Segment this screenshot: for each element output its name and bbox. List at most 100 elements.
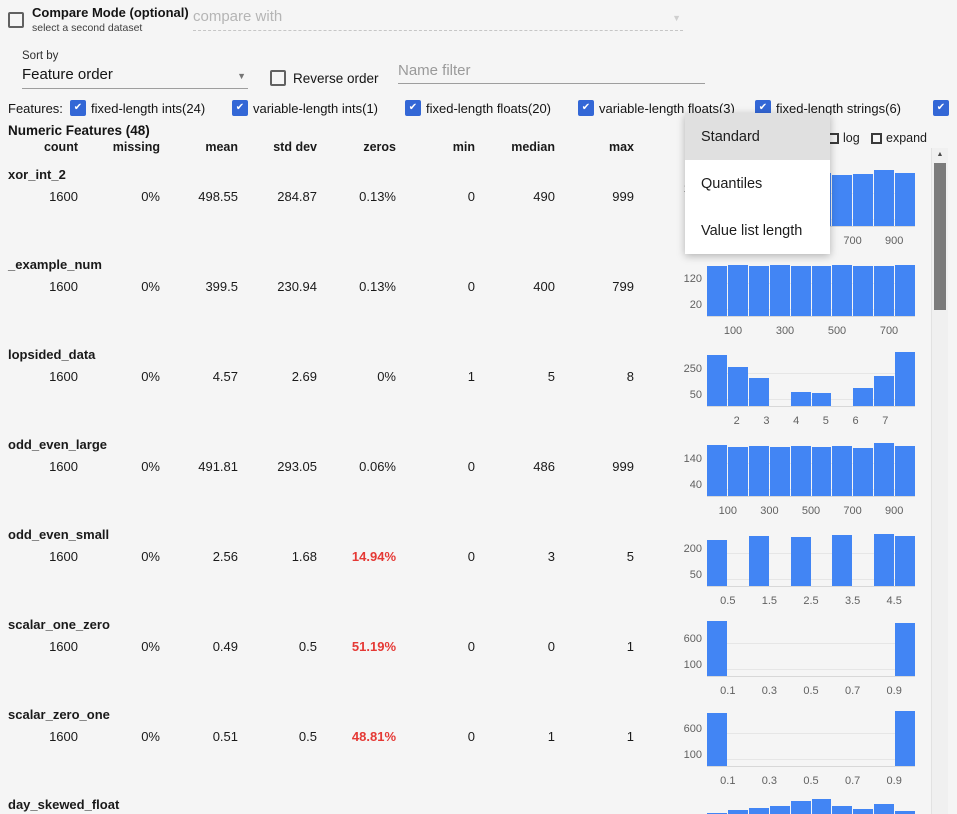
x-tick-label: 7 xyxy=(882,415,889,427)
histogram-bar xyxy=(748,807,769,814)
x-tick-label: 3.5 xyxy=(844,595,861,607)
sort-order-value: Feature order xyxy=(22,66,113,83)
y-tick-label: 600 xyxy=(683,633,702,645)
histogram-bar xyxy=(727,367,748,406)
compare-mode-checkbox[interactable] xyxy=(8,12,24,28)
stat-missing: 0% xyxy=(141,549,160,564)
stat-median: 490 xyxy=(533,189,555,204)
stat-max: 999 xyxy=(612,459,634,474)
stat-stddev: 230.94 xyxy=(277,279,317,294)
feature-row: day_skewed_float 160 xyxy=(0,794,957,814)
feature-name: odd_even_small xyxy=(8,527,110,542)
histogram-bar xyxy=(727,446,748,496)
histogram-bar xyxy=(874,169,895,226)
x-tick-label: 6 xyxy=(852,415,859,427)
feature-type-label: fixed-length strings(6) xyxy=(776,101,901,116)
stat-count: 1600 xyxy=(49,549,78,564)
histogram-bar xyxy=(727,264,748,316)
histogram-bar xyxy=(790,801,811,814)
compare-with-select[interactable]: compare with ▼ xyxy=(193,8,683,31)
feature-type-checkbox[interactable] xyxy=(405,100,421,116)
y-tick-label: 200 xyxy=(683,543,702,555)
x-tick-label: 100 xyxy=(718,505,737,517)
scrollbar[interactable]: ▲ xyxy=(931,148,948,814)
histogram-bar xyxy=(769,805,790,814)
menu-item-value-list-length[interactable]: Value list length xyxy=(701,222,803,239)
sort-order-select[interactable]: Feature order ▼ xyxy=(22,66,248,89)
stat-mean: 0.49 xyxy=(212,639,238,654)
stat-min: 0 xyxy=(467,729,475,744)
name-filter-input[interactable] xyxy=(398,62,705,84)
stat-stddev: 293.05 xyxy=(277,459,317,474)
histogram-bars xyxy=(707,618,916,676)
x-tick-label: 700 xyxy=(843,505,862,517)
x-tick-label: 5 xyxy=(822,415,829,427)
reverse-order-checkbox[interactable] xyxy=(270,70,286,86)
stat-stddev: 284.87 xyxy=(277,189,317,204)
histogram-plot xyxy=(707,258,916,317)
x-ticks: 100 300 500 700 xyxy=(707,325,915,338)
feature-type-label: fixed-length floats(20) xyxy=(426,101,552,116)
x-tick-label: 100 xyxy=(723,325,743,337)
stat-missing: 0% xyxy=(141,279,160,294)
feature-type-checkbox[interactable] xyxy=(578,100,594,116)
scroll-up-icon[interactable]: ▲ xyxy=(936,151,944,158)
x-tick-label: 0.3 xyxy=(761,775,778,787)
feature-type-checkbox[interactable] xyxy=(232,100,248,116)
menu-item-quantiles[interactable]: Quantiles xyxy=(701,175,763,192)
feature-row: scalar_zero_one 1600 0% 0.51 0.5 48.81% … xyxy=(0,704,957,794)
feature-row: lopsided_data 1600 0% 4.57 2.69 0% 1 5 8… xyxy=(0,344,957,434)
feature-type-checkbox[interactable] xyxy=(70,100,86,116)
feature-type-checkbox[interactable] xyxy=(933,100,949,116)
histogram-bar xyxy=(874,375,895,406)
histogram-bar xyxy=(707,540,727,586)
histogram-plot xyxy=(707,708,916,767)
histogram-bar xyxy=(811,446,832,496)
histogram-bar xyxy=(707,265,727,316)
feature-name: odd_even_large xyxy=(8,437,107,452)
stat-mean: 498.55 xyxy=(198,189,238,204)
expand-toggle[interactable]: expand xyxy=(871,131,927,145)
histogram-bars xyxy=(707,348,916,406)
log-toggle[interactable]: log xyxy=(828,131,860,145)
histogram-bar xyxy=(790,392,811,406)
histogram-bar xyxy=(853,809,874,814)
x-tick-label: 2 xyxy=(733,415,740,427)
histogram-bars xyxy=(707,708,916,766)
y-tick-label: 50 xyxy=(689,569,702,581)
features-filter-label: Features: xyxy=(8,101,63,116)
stat-max: 799 xyxy=(612,279,634,294)
y-tick-label: 100 xyxy=(683,659,702,671)
histogram-bar xyxy=(811,799,832,814)
x-tick-label: 4.5 xyxy=(886,595,902,607)
stat-median: 1 xyxy=(547,729,555,744)
x-tick-label: 0.9 xyxy=(886,775,902,787)
menu-item-standard[interactable]: Standard xyxy=(685,113,830,160)
stat-zeros: 48.81% xyxy=(351,729,396,744)
histogram-bar xyxy=(790,445,811,496)
compare-with-placeholder: compare with xyxy=(193,8,283,25)
histogram-bar xyxy=(895,710,916,766)
histogram-bar xyxy=(790,537,811,586)
x-tick-label: 0.1 xyxy=(720,685,736,697)
histogram-bar xyxy=(895,810,916,814)
feature-type-label: fixed-length ints(24) xyxy=(91,101,206,116)
histogram-bar xyxy=(895,536,916,586)
column-header-stddev: std dev xyxy=(273,140,317,154)
feature-row: odd_even_large 1600 0% 491.81 293.05 0.0… xyxy=(0,434,957,524)
histogram-bar xyxy=(895,264,916,316)
x-ticks: 0.5 1.5 2.5 3.5 4.5 xyxy=(707,595,915,608)
x-ticks: 2 3 4 5 6 7 xyxy=(707,415,915,428)
feature-name: lopsided_data xyxy=(8,347,96,362)
stat-min: 0 xyxy=(467,639,475,654)
stat-mean: 491.81 xyxy=(198,459,238,474)
stat-missing: 0% xyxy=(141,459,160,474)
histogram-bar xyxy=(832,445,853,496)
stat-zeros: 51.19% xyxy=(351,639,396,654)
stat-mean: 0.51 xyxy=(212,729,238,744)
scrollbar-thumb[interactable] xyxy=(934,163,946,310)
histogram-bar xyxy=(748,265,769,316)
x-tick-label: 0.5 xyxy=(720,595,736,607)
stat-missing: 0% xyxy=(141,369,160,384)
